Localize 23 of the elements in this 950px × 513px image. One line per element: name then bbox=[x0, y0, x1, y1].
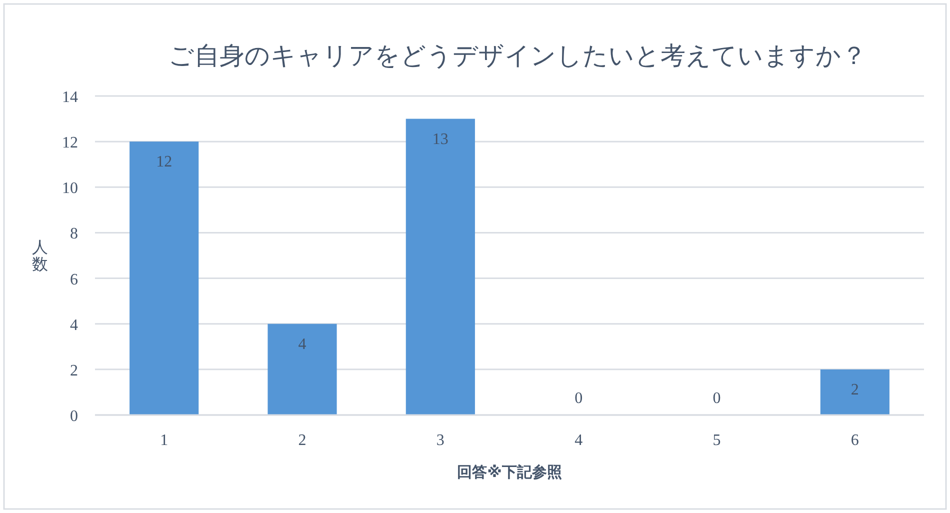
y-tick-label: 6 bbox=[70, 271, 78, 288]
y-tick-label: 2 bbox=[70, 362, 78, 380]
chart-title: ご自身のキャリアをどうデザインしたいと考えていますか？ bbox=[168, 42, 866, 70]
x-tick-label: 4 bbox=[574, 432, 583, 449]
x-axis-title: 回答※下記参照 bbox=[457, 464, 562, 481]
x-tick-label: 1 bbox=[160, 432, 168, 449]
data-label: 12 bbox=[156, 154, 172, 171]
x-tick-label: 2 bbox=[298, 432, 306, 449]
y-tick-label: 14 bbox=[62, 89, 78, 106]
y-axis-title: 人数 bbox=[32, 240, 48, 274]
x-tick-label: 5 bbox=[712, 432, 721, 449]
data-label: 0 bbox=[574, 390, 583, 407]
y-tick-label: 12 bbox=[62, 134, 78, 152]
data-label: 2 bbox=[850, 381, 859, 398]
y-tick-label: 10 bbox=[62, 180, 78, 198]
data-label: 13 bbox=[432, 130, 448, 148]
data-label: 4 bbox=[298, 336, 306, 353]
x-tick-label: 6 bbox=[850, 432, 859, 449]
x-tick-label: 3 bbox=[436, 432, 444, 449]
y-tick-label: 8 bbox=[70, 226, 78, 243]
y-tick-label: 0 bbox=[70, 408, 78, 425]
y-tick-label: 4 bbox=[70, 316, 78, 334]
data-label: 0 bbox=[712, 390, 721, 407]
